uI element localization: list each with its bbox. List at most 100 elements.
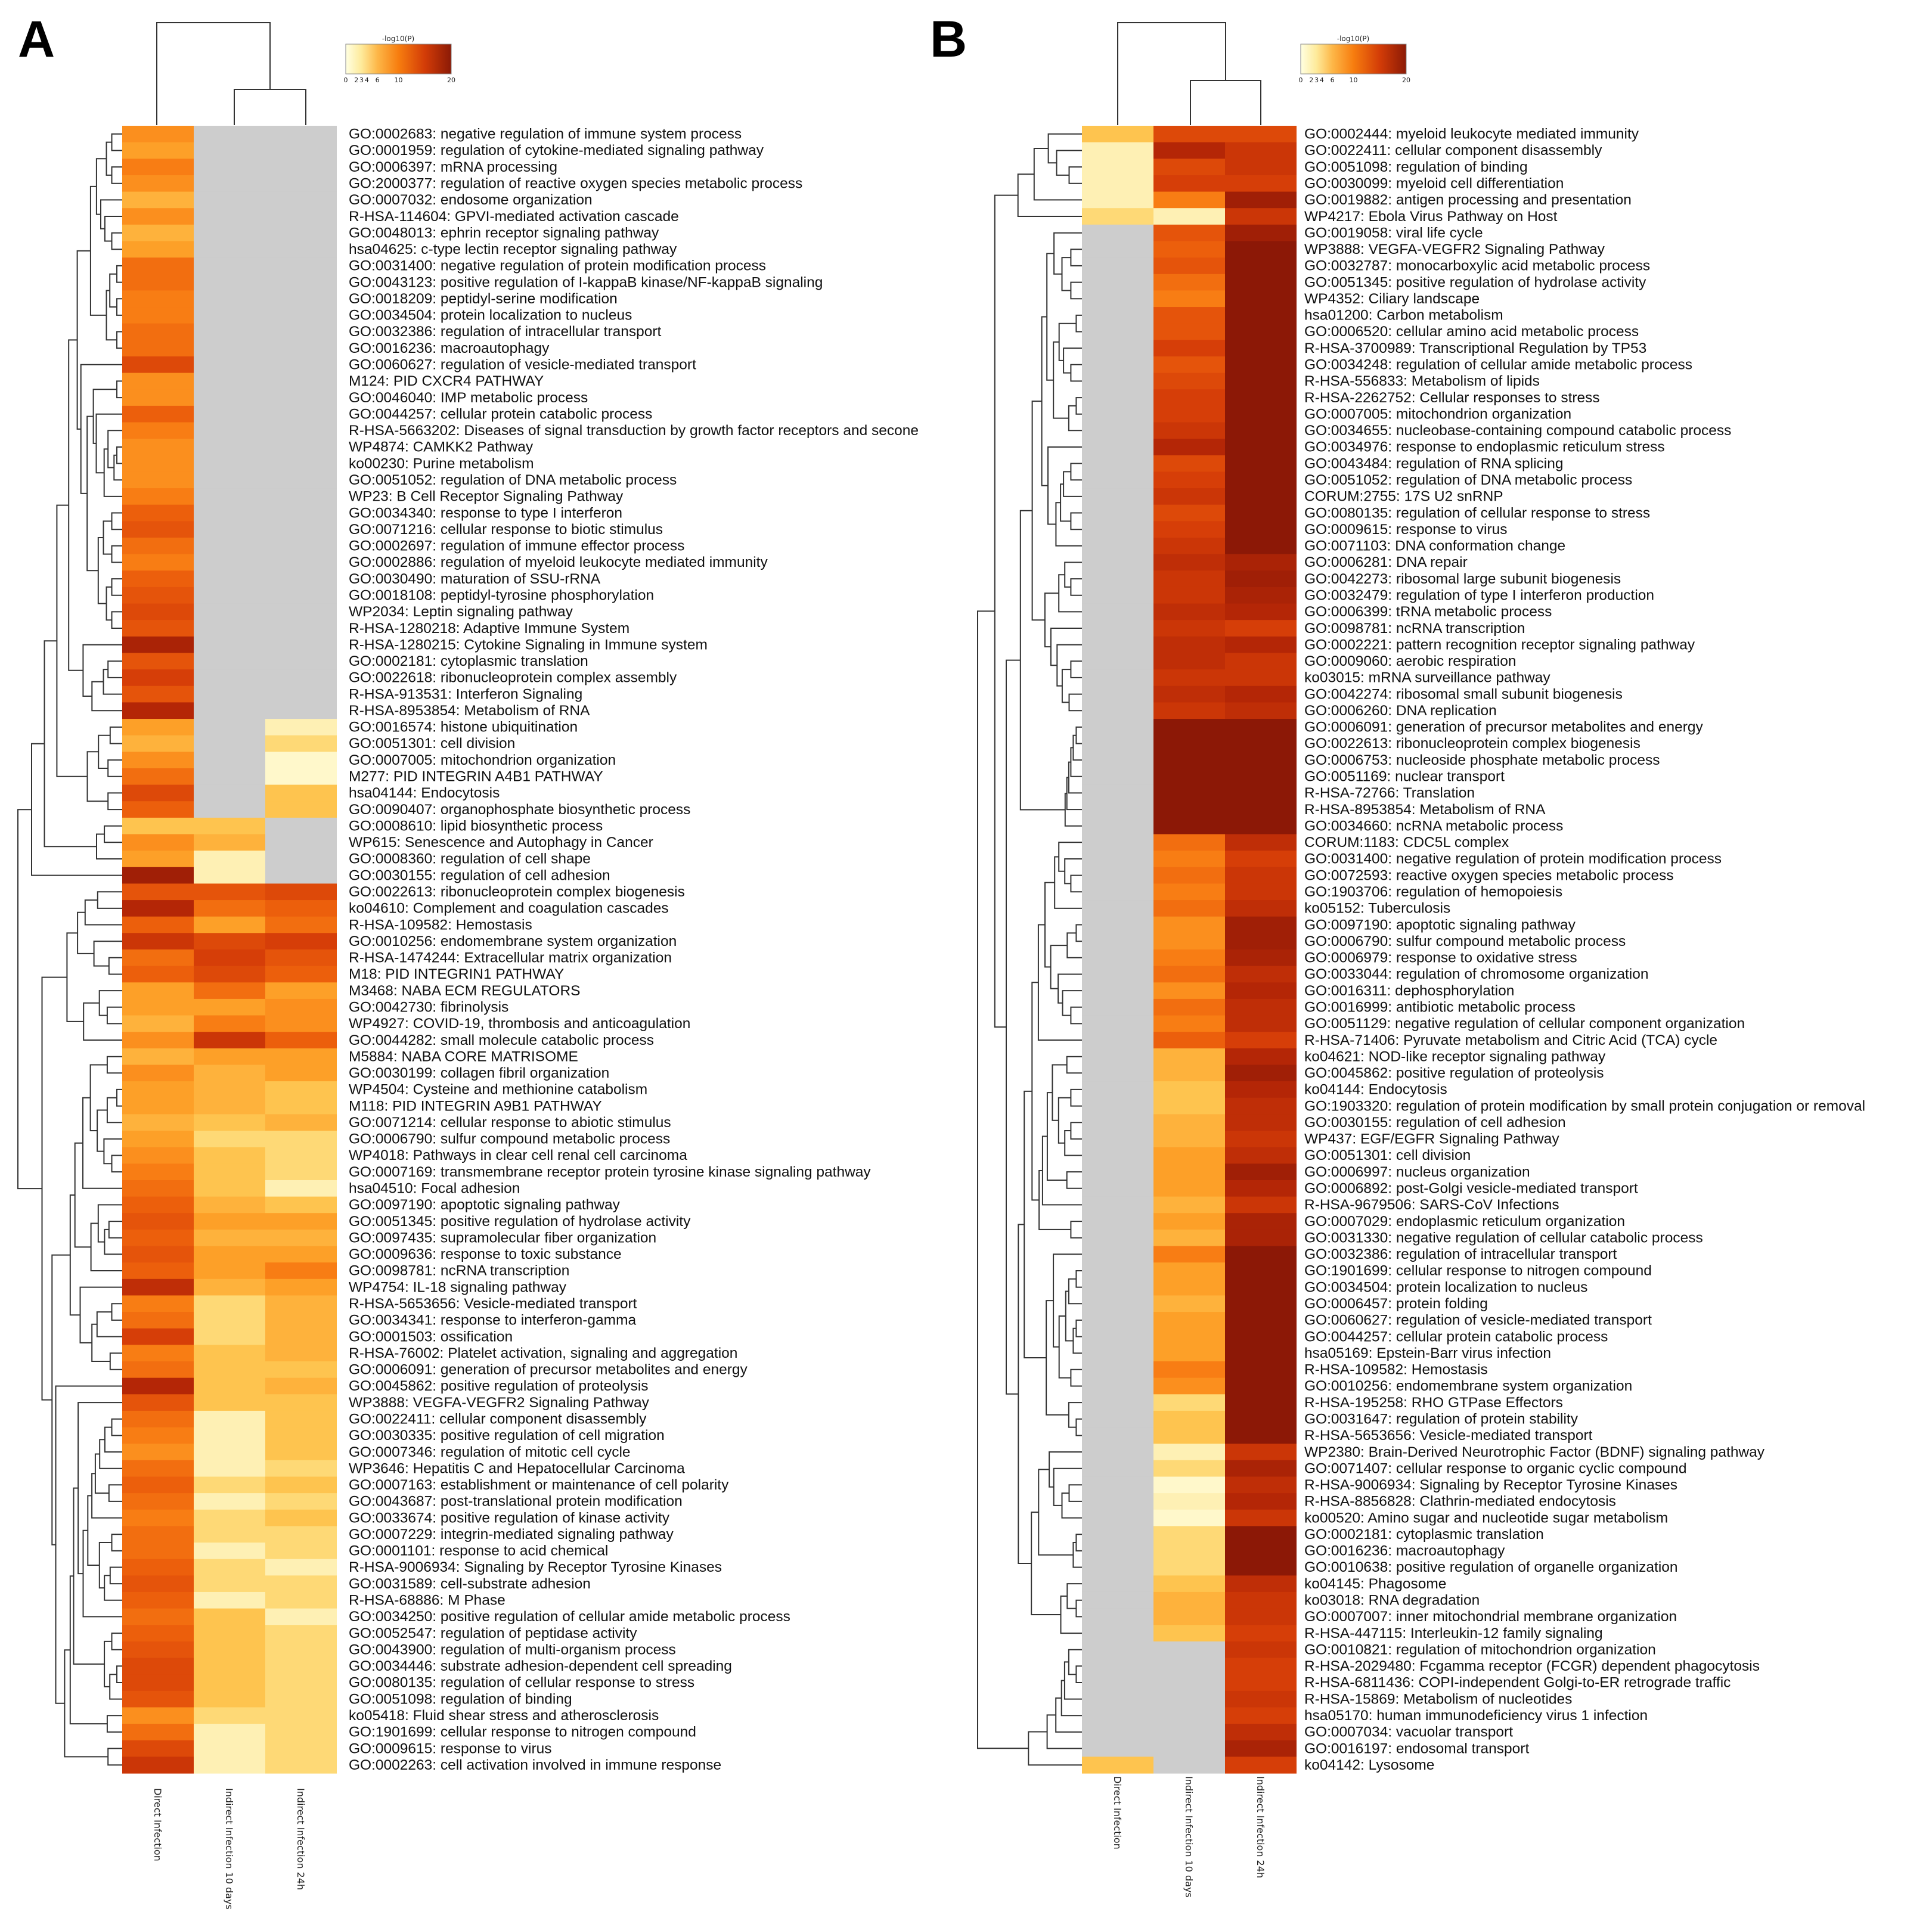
heatmap-cell <box>1153 636 1225 654</box>
heatmap-cell <box>194 570 265 588</box>
heatmap-cell <box>1082 570 1153 588</box>
heatmap-cell <box>265 620 337 637</box>
colorbar-gradient-b <box>1300 44 1407 75</box>
row-label: GO:0019882: antigen processing and prese… <box>1304 192 1632 208</box>
heatmap-cell <box>1082 290 1153 308</box>
heatmap-cell <box>194 1509 265 1526</box>
row-label: GO:0006281: DNA repair <box>1304 554 1468 570</box>
dendrogram-branch <box>66 932 84 1022</box>
row-label: GO:0006790: sulfur compound metabolic pr… <box>1304 933 1626 949</box>
row-label: WP4754: IL-18 signaling pathway <box>349 1279 567 1295</box>
dendrogram-branch <box>109 1674 122 1700</box>
heatmap-cell <box>1225 570 1297 588</box>
dendrogram-branch <box>51 1254 70 1546</box>
heatmap-cell <box>265 883 337 901</box>
dendrogram-branch <box>1068 405 1082 432</box>
dendrogram-branch <box>116 265 122 283</box>
panel-a: A -log10(P) 0 2 3 4 6 10 20 GO:0002683: negati… <box>17 11 919 1910</box>
heatmap-cell <box>265 191 337 209</box>
heatmap-cell <box>122 1543 194 1560</box>
heatmap-cell <box>1225 538 1297 555</box>
heatmap-cell <box>265 1559 337 1576</box>
heatmap-cell <box>194 307 265 324</box>
heatmap-cell <box>265 1658 337 1675</box>
row-label: M277: PID INTEGRIN A4B1 PATHWAY <box>349 769 603 785</box>
heatmap-cell <box>1225 1658 1297 1675</box>
dendrogram-branch <box>94 1453 109 1494</box>
heatmap-cell <box>265 340 337 357</box>
heatmap-cell <box>122 1526 194 1543</box>
row-label: GO:0034660: ncRNA metabolic process <box>1304 818 1563 834</box>
heatmap-cell <box>194 1147 265 1164</box>
dendrogram-branch <box>1070 1122 1082 1140</box>
row-label: GO:0043123: positive regulation of I-kap… <box>349 274 823 290</box>
row-label: R-HSA-15869: Metabolism of nucleotides <box>1304 1691 1572 1707</box>
dendrogram-branch <box>111 1633 122 1650</box>
heatmap-cell <box>1153 1377 1225 1395</box>
heatmap-cell <box>122 274 194 291</box>
heatmap-cell <box>1225 274 1297 291</box>
dendrogram-branch <box>44 640 97 848</box>
heatmap-cell <box>1225 636 1297 654</box>
heatmap-cell <box>194 851 265 868</box>
heatmap-cell <box>265 1015 337 1032</box>
heatmap-cell <box>1082 586 1153 604</box>
dendrogram-branch <box>1058 973 1082 1004</box>
heatmap-cell <box>1153 1361 1225 1379</box>
row-label: GO:0006790: sulfur compound metabolic pr… <box>349 1131 670 1147</box>
row-label: GO:0033674: positive regulation of kinas… <box>349 1510 670 1526</box>
heatmap-cell <box>1082 735 1153 752</box>
panel-letter-b: B <box>930 11 967 68</box>
dendrogram-branch <box>1075 397 1082 415</box>
heatmap-cell <box>265 1509 337 1526</box>
row-label: GO:0008360: regulation of cell shape <box>349 851 591 867</box>
heatmap-cell <box>194 439 265 456</box>
column-label: Direct Infection <box>152 1788 163 1861</box>
heatmap-cell <box>1153 1312 1225 1329</box>
dendrogram-branch <box>111 545 122 563</box>
heatmap-cell <box>1153 159 1225 176</box>
heatmap-cell <box>1153 257 1225 275</box>
heatmap-cell <box>1082 422 1153 439</box>
heatmap-cell <box>194 521 265 538</box>
heatmap-cell <box>194 949 265 967</box>
dendrogram-branch <box>106 1097 122 1124</box>
heatmap-cell <box>1153 488 1225 505</box>
heatmap-cell <box>122 867 194 885</box>
heatmap-cell <box>194 274 265 291</box>
dendrogram-branch <box>107 430 122 468</box>
heatmap-cell <box>194 1312 265 1329</box>
heatmap-cell <box>1153 1229 1225 1247</box>
heatmap-cell <box>1082 488 1153 505</box>
row-label: WP437: EGF/EGFR Signaling Pathway <box>1304 1131 1559 1147</box>
row-label: GO:0051345: positive regulation of hydro… <box>349 1214 691 1230</box>
heatmap-cell <box>1082 1345 1153 1362</box>
heatmap-cell <box>1082 1032 1153 1049</box>
heatmap-cell <box>1082 1591 1153 1609</box>
row-label: GO:0032787: monocarboxylic acid metaboli… <box>1304 258 1650 274</box>
dendrogram-branch <box>1075 924 1082 942</box>
heatmap-cell <box>1153 1575 1225 1593</box>
heatmap-cell <box>1153 340 1225 357</box>
heatmap-cell <box>122 1196 194 1214</box>
heatmap-cell <box>1153 1328 1225 1345</box>
heatmap-cell <box>194 1213 265 1230</box>
heatmap-cell <box>1225 900 1297 917</box>
row-label: GO:0032479: regulation of type I interfe… <box>1304 587 1654 603</box>
dendrogram-branch <box>106 586 112 621</box>
heatmap-cell <box>265 735 337 752</box>
row-label: GO:0034504: protein localization to nucl… <box>1304 1279 1587 1295</box>
heatmap-cell <box>265 1278 337 1296</box>
dendrogram-branch <box>1053 1467 1082 1506</box>
dendrogram-branch <box>1070 463 1082 481</box>
dendrogram-branch <box>1072 734 1082 761</box>
heatmap-cell <box>122 1032 194 1049</box>
heatmap-cell <box>1082 439 1153 456</box>
heatmap-cell <box>1153 1163 1225 1181</box>
heatmap-cell <box>1225 1591 1297 1609</box>
heatmap-cell <box>1225 257 1297 275</box>
heatmap-cell <box>1082 1394 1153 1411</box>
row-label: GO:0001959: regulation of cytokine-media… <box>349 142 764 159</box>
row-dendrogram-b <box>977 133 1082 1766</box>
heatmap-cell <box>1225 1377 1297 1395</box>
